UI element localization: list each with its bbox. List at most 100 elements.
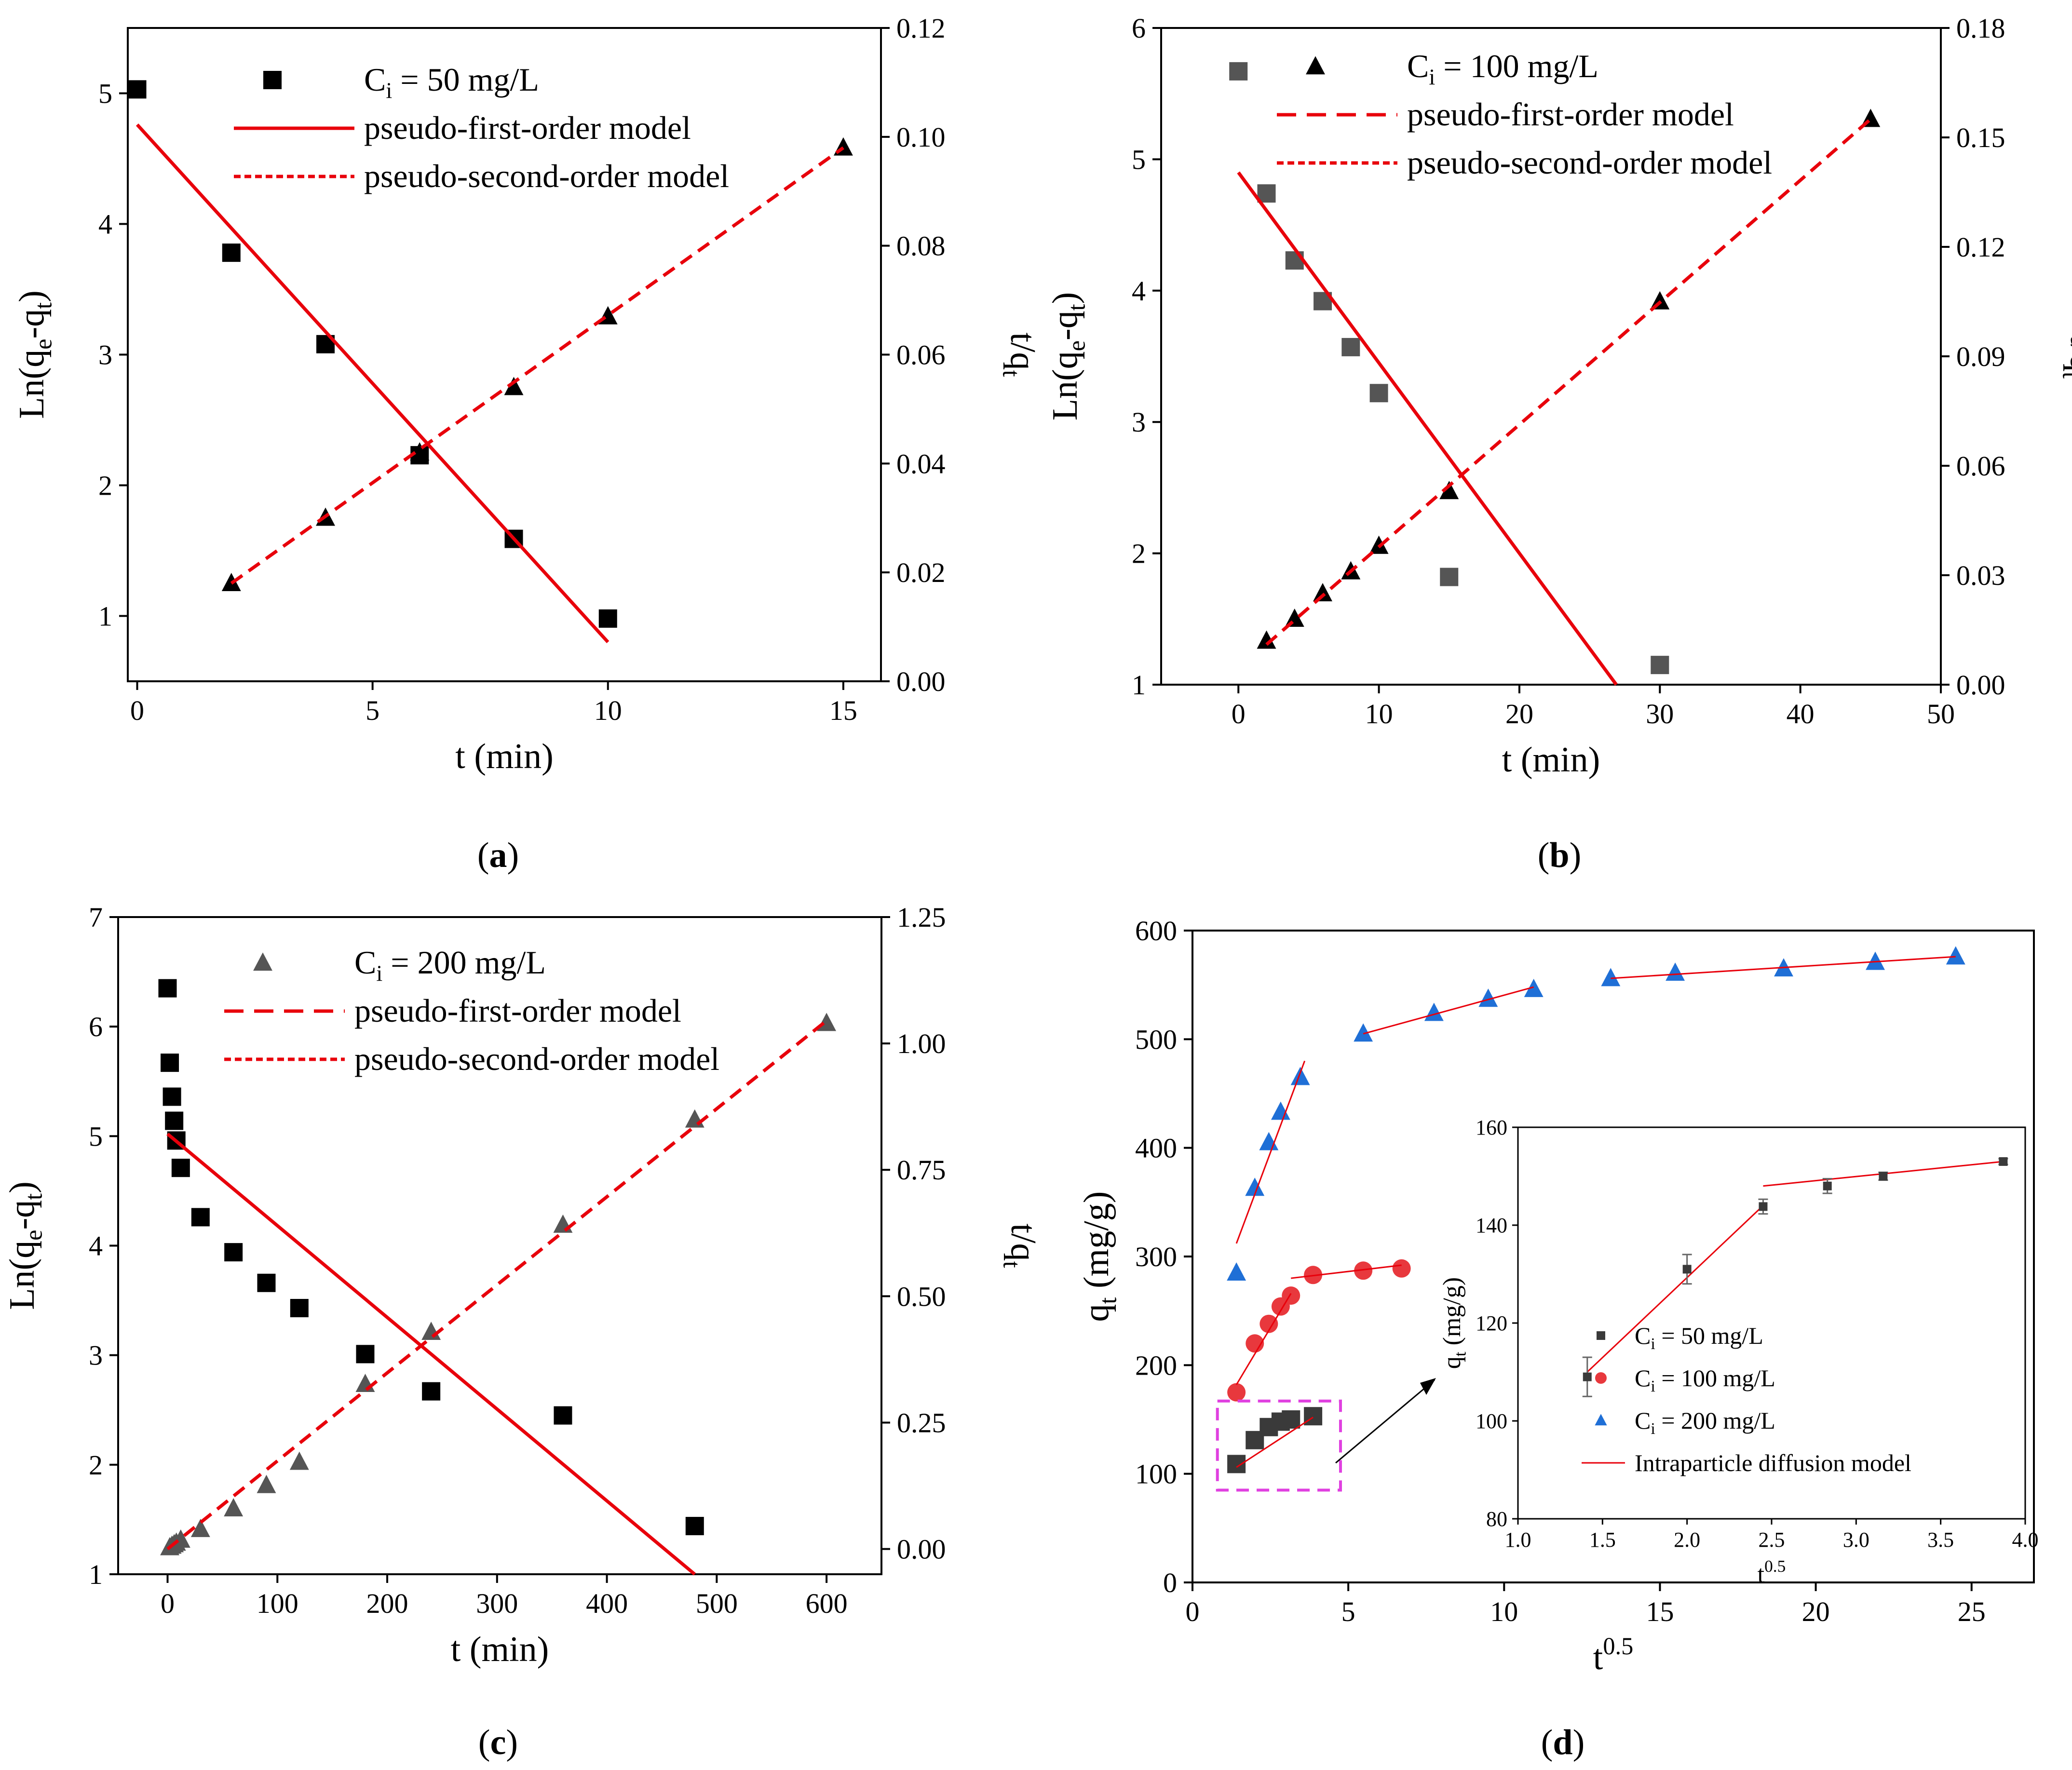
inset-x-tick-label: 3.5 — [1927, 1528, 1954, 1552]
x-axis-title: t (min) — [455, 737, 553, 776]
inset-y-tick-label: 80 — [1486, 1507, 1507, 1531]
x-tick-label: 300 — [476, 1588, 518, 1619]
data-point — [422, 1382, 441, 1401]
y2-tick-label: 0.09 — [1956, 341, 2005, 372]
y2-tick-label: 0.08 — [896, 230, 946, 262]
inset-legend-marker — [1595, 1372, 1607, 1384]
chart-panel-2: 0 10 20 30 40 50 1 2 3 4 5 6 0.00 0.03 0.06 0.09 0.12 0.1… — [1045, 13, 2072, 875]
y-tick-label: 2 — [98, 470, 112, 501]
zoom-arrow — [1335, 1379, 1435, 1464]
data-point — [1369, 384, 1388, 403]
x-tick-label: 200 — [366, 1588, 408, 1619]
y2-axis-title: t/qt — [998, 332, 1043, 377]
y-tick-label: 100 — [1135, 1459, 1177, 1490]
data-point — [1651, 656, 1669, 675]
data-point — [1285, 251, 1304, 270]
x-tick-label: 20 — [1505, 698, 1533, 730]
legend-label: pseudo-first-order model — [364, 109, 691, 146]
inset-fit-line — [1586, 1205, 1764, 1373]
zoom-arrow-head — [1420, 1378, 1436, 1395]
data-point — [554, 1406, 572, 1425]
y2-tick-label: 0.15 — [1956, 122, 2005, 153]
data-point — [355, 1374, 375, 1392]
data-point — [1524, 979, 1544, 997]
x-tick-label: 0 — [1232, 698, 1246, 730]
y2-tick-label: 0.75 — [897, 1154, 946, 1186]
panel-label: (d) — [1541, 1723, 1584, 1762]
x-tick-label: 15 — [1646, 1596, 1674, 1627]
data-point — [1439, 481, 1459, 500]
data-point — [598, 609, 617, 628]
data-point — [553, 1214, 573, 1233]
data-point — [1259, 1314, 1278, 1333]
panel-label: (c) — [478, 1723, 518, 1762]
fit-line-segment — [1291, 1264, 1402, 1279]
x-tick-label: 0 — [130, 695, 144, 726]
inset-legend-label: Intraparticle diffusion model — [1635, 1449, 1911, 1476]
data-point — [222, 243, 241, 262]
x-axis-title: t (min) — [451, 1630, 549, 1669]
legend-label: pseudo-second-order model — [1407, 144, 1772, 181]
data-point — [504, 377, 524, 395]
legend-label: pseudo-first-order model — [1407, 96, 1734, 133]
y2-tick-label: 0.06 — [1956, 450, 2005, 482]
y-tick-label: 2 — [1132, 538, 1146, 569]
y-tick-label: 2 — [89, 1449, 103, 1481]
data-point — [191, 1208, 210, 1227]
data-point — [1290, 1067, 1310, 1085]
y2-axis-title: t/qt — [2058, 334, 2072, 378]
y-axis-title: Ln(qe-qt) — [12, 290, 56, 419]
panel-label: (a) — [477, 836, 519, 875]
data-point — [1354, 1261, 1373, 1280]
inset-chart: 1.0 1.5 2.0 2.5 3.0 3.5 4.0 80 100 120 140 160 t0.5 q… — [1438, 1116, 2039, 1588]
inset-y-axis-title: qt (mg/g) — [1438, 1277, 1469, 1369]
y-tick-label: 3 — [1132, 406, 1146, 438]
x-tick-label: 10 — [1365, 698, 1393, 730]
x-tick-label: 0 — [161, 1588, 175, 1619]
x-tick-label: 25 — [1958, 1596, 1986, 1627]
data-point — [190, 1519, 210, 1537]
y2-tick-label: 0.03 — [1956, 560, 2005, 591]
legend-label: Ci = 50 mg/L — [364, 61, 539, 103]
inset-x-tick-label: 4.0 — [2012, 1528, 2039, 1552]
inset-legend-label: Ci = 100 mg/L — [1635, 1365, 1775, 1395]
data-point — [1341, 338, 1360, 356]
inset-data-point — [1583, 1372, 1592, 1381]
y2-tick-label: 0.12 — [896, 13, 946, 44]
legend-marker — [253, 952, 272, 971]
data-point — [1227, 1383, 1246, 1402]
y-tick-label: 4 — [1132, 275, 1146, 307]
x-tick-label: 400 — [586, 1588, 628, 1619]
x-axis-title: t (min) — [1502, 740, 1600, 780]
legend-marker — [1306, 56, 1325, 75]
y-axis-title: Ln(qe-qt) — [2, 1181, 47, 1310]
inset-data-point — [1823, 1181, 1832, 1190]
y2-tick-label: 0.06 — [896, 339, 946, 371]
pseudo-first-order-line — [135, 123, 609, 644]
data-point — [1229, 62, 1248, 81]
data-point — [158, 979, 177, 998]
y2-tick-label: 1.25 — [897, 902, 946, 933]
chart-panel-1: 0 5 10 15 1 2 3 4 5 0.00 0.02 0.04 0.06 0.08 0.10 0.12 t… — [12, 13, 1043, 875]
inset-y-tick-label: 160 — [1476, 1116, 1507, 1139]
inset-data-point — [1879, 1172, 1888, 1181]
data-point — [1440, 567, 1459, 586]
data-point — [1257, 630, 1276, 649]
y-tick-label: 5 — [89, 1121, 103, 1152]
y2-tick-label: 1.00 — [897, 1028, 946, 1059]
y2-tick-label: 0.02 — [896, 557, 946, 588]
y-tick-label: 400 — [1135, 1133, 1177, 1164]
pseudo-second-order-line — [166, 1019, 828, 1551]
data-point — [817, 1013, 837, 1031]
x-tick-label: 500 — [696, 1588, 738, 1619]
y-axis-title: qt (mg/g) — [1077, 1191, 1121, 1322]
inset-x-tick-label: 1.0 — [1505, 1528, 1531, 1552]
pseudo-second-order-line — [1265, 118, 1872, 646]
inset-x-tick-label: 3.0 — [1843, 1528, 1869, 1552]
legend-marker — [263, 71, 282, 89]
inset-data-point — [1999, 1157, 2008, 1166]
inset-data-point — [1682, 1265, 1692, 1274]
x-tick-label: 30 — [1646, 698, 1674, 730]
pseudo-first-order-line — [1237, 171, 1618, 686]
y-tick-label: 300 — [1135, 1241, 1177, 1272]
